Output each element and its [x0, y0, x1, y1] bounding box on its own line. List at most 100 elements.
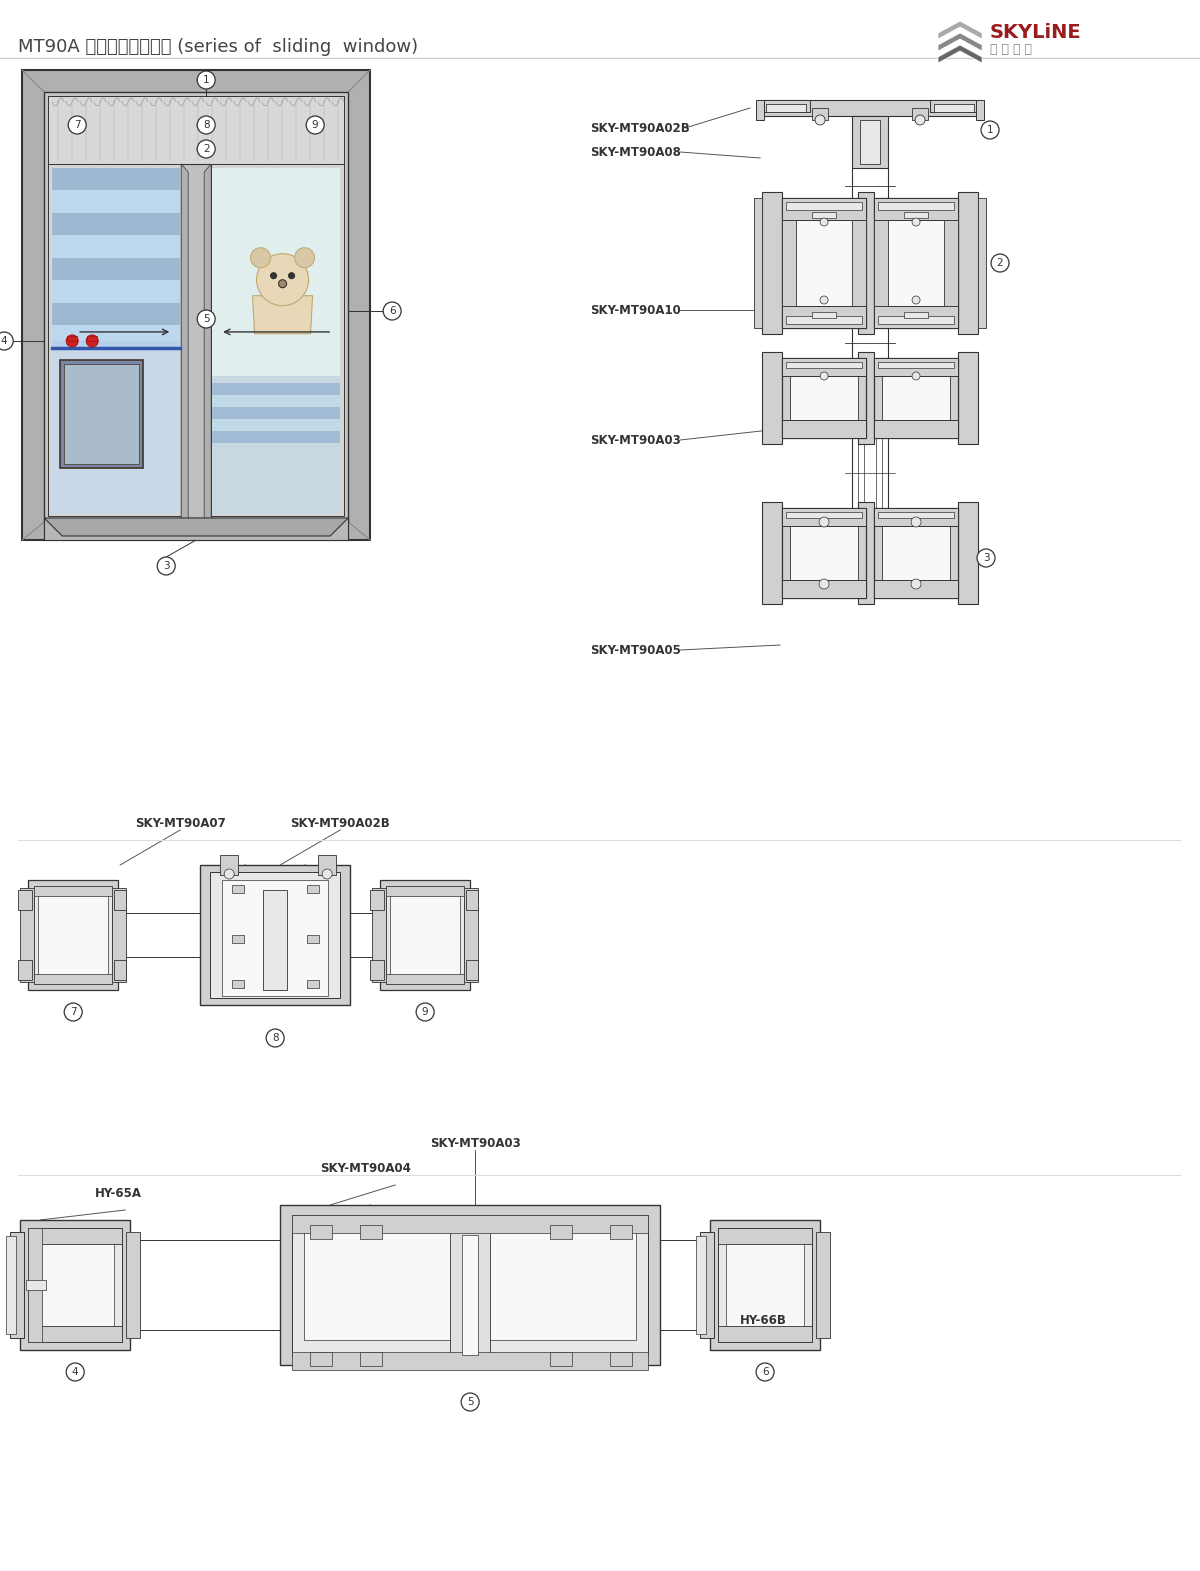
- Bar: [782, 419, 866, 438]
- Polygon shape: [938, 20, 982, 39]
- Text: 6: 6: [762, 1367, 768, 1378]
- Text: SKY-MT90A03: SKY-MT90A03: [430, 1137, 521, 1150]
- Bar: [782, 306, 866, 328]
- Bar: [65, 364, 139, 463]
- Bar: [466, 891, 478, 910]
- Bar: [292, 1353, 648, 1370]
- Bar: [6, 1236, 17, 1334]
- Text: HY-65A: HY-65A: [95, 1188, 142, 1200]
- Bar: [762, 503, 782, 603]
- Circle shape: [977, 548, 995, 567]
- Bar: [232, 935, 244, 943]
- Bar: [550, 1353, 572, 1367]
- Bar: [29, 1229, 122, 1342]
- Bar: [790, 206, 858, 320]
- Bar: [450, 1225, 490, 1365]
- Circle shape: [820, 580, 829, 589]
- Bar: [53, 325, 180, 347]
- Circle shape: [820, 218, 828, 226]
- Circle shape: [912, 218, 920, 226]
- Bar: [782, 580, 866, 599]
- Text: SKY-MT90A03: SKY-MT90A03: [590, 434, 680, 446]
- Bar: [232, 884, 244, 892]
- Bar: [786, 203, 862, 211]
- Bar: [386, 886, 464, 983]
- Bar: [874, 198, 958, 328]
- Bar: [20, 888, 35, 982]
- Bar: [212, 418, 340, 430]
- Bar: [18, 960, 32, 980]
- Bar: [852, 220, 866, 306]
- Bar: [212, 407, 340, 418]
- Text: 4: 4: [1, 336, 7, 346]
- Bar: [852, 116, 888, 168]
- Bar: [67, 336, 77, 341]
- Text: SKY-MT90A05: SKY-MT90A05: [590, 644, 680, 657]
- Bar: [930, 101, 980, 112]
- Bar: [53, 303, 180, 325]
- Bar: [60, 360, 143, 468]
- Bar: [48, 96, 344, 163]
- Bar: [812, 212, 836, 218]
- Bar: [718, 1229, 812, 1244]
- Polygon shape: [252, 295, 312, 333]
- Text: 8: 8: [203, 119, 210, 130]
- Text: 9: 9: [422, 1007, 428, 1016]
- Bar: [718, 1326, 812, 1342]
- Circle shape: [416, 1002, 434, 1021]
- Circle shape: [270, 273, 276, 278]
- Text: 9: 9: [312, 119, 318, 130]
- Bar: [710, 1221, 820, 1349]
- Bar: [53, 214, 180, 236]
- Text: HY-66B: HY-66B: [740, 1313, 787, 1326]
- Bar: [912, 108, 928, 119]
- Bar: [462, 1235, 478, 1356]
- Bar: [307, 884, 319, 892]
- Bar: [29, 1229, 122, 1244]
- Bar: [858, 192, 874, 335]
- Bar: [126, 1232, 140, 1338]
- Bar: [280, 1205, 660, 1365]
- Polygon shape: [44, 518, 348, 536]
- Bar: [53, 168, 180, 514]
- Bar: [220, 855, 238, 875]
- Circle shape: [294, 248, 314, 267]
- Bar: [26, 1280, 47, 1290]
- Bar: [360, 1353, 382, 1367]
- Bar: [696, 1236, 706, 1334]
- Circle shape: [197, 116, 215, 134]
- Bar: [882, 515, 950, 591]
- Bar: [23, 71, 370, 540]
- Circle shape: [916, 115, 925, 126]
- Bar: [212, 382, 340, 394]
- Bar: [307, 980, 319, 988]
- Bar: [35, 886, 112, 895]
- Bar: [307, 935, 319, 943]
- Bar: [370, 960, 384, 980]
- Bar: [53, 236, 180, 258]
- Circle shape: [911, 517, 922, 526]
- Bar: [610, 1225, 632, 1240]
- Bar: [11, 1232, 24, 1338]
- Bar: [212, 430, 340, 443]
- Circle shape: [278, 280, 287, 287]
- Bar: [53, 258, 180, 281]
- Circle shape: [0, 331, 13, 350]
- Bar: [200, 866, 350, 1005]
- Text: 銀 正 鄕 業: 銀 正 鄕 業: [990, 42, 1032, 57]
- Bar: [874, 419, 958, 438]
- Bar: [726, 1236, 804, 1334]
- Bar: [29, 880, 118, 990]
- Text: 8: 8: [272, 1034, 278, 1043]
- Bar: [380, 880, 470, 990]
- Bar: [904, 313, 928, 317]
- Bar: [760, 101, 810, 112]
- Bar: [53, 341, 180, 514]
- Circle shape: [197, 71, 215, 90]
- Bar: [786, 512, 862, 518]
- Circle shape: [815, 115, 826, 126]
- Bar: [386, 974, 464, 983]
- Bar: [20, 1221, 130, 1349]
- Bar: [812, 313, 836, 317]
- Bar: [36, 1236, 114, 1334]
